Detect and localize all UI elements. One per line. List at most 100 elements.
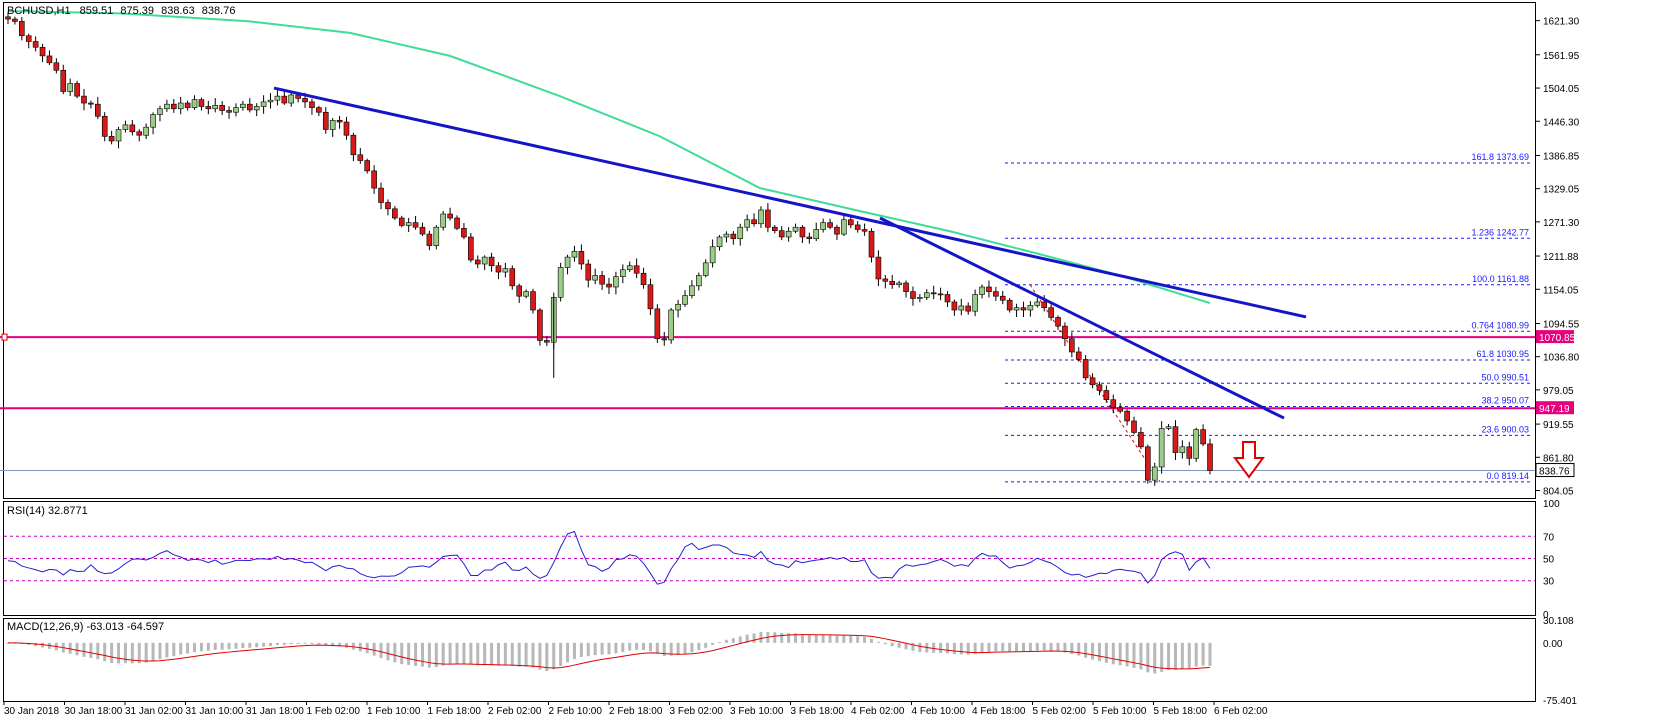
macd-bar [282,642,286,645]
macd-bar [1008,642,1012,652]
fib-label: 0.764 1080.99 [1471,320,1529,330]
candle-bear [468,236,474,261]
macd-bar [669,642,673,656]
macd-bar [966,642,970,655]
macd-bar [165,642,169,658]
macd-bar [1063,642,1067,653]
macd-bar [365,642,369,654]
time-tick-label: 1 Feb 10:00 [367,706,421,717]
macd-bar [379,642,383,659]
candle-bull [917,297,923,299]
candle-bull [1151,466,1158,481]
macd-bar [980,642,984,653]
macd-bar [945,642,949,654]
fib-label: 61.8 1030.95 [1476,349,1529,359]
candle-bull [564,256,571,268]
candle-bear [647,284,654,310]
candle-bear [1075,351,1082,360]
rsi-tick-label: 50 [1543,555,1555,566]
candle-bear [778,230,785,238]
candle-bull [820,222,826,230]
macd-bar [110,642,114,663]
macd-signal-line [7,634,1211,670]
macd-bar [193,642,197,653]
candle-bull [233,107,239,113]
candle-bear [544,340,550,343]
macd-bar [1001,642,1005,652]
macd-bar [420,642,424,667]
macd-bar [593,642,597,656]
macd-bar [876,641,880,643]
candle-bear [426,233,433,246]
time-tick-label: 2 Feb 02:00 [488,706,542,717]
macd-bar [662,642,666,656]
candle-bear [461,228,467,238]
macd-bar [773,632,777,643]
candle-bear [398,217,405,226]
macd-bar [621,642,625,652]
candle-bull [177,102,184,110]
price-axis: 1621.30 1561.95 1504.05 1446.30 1386.85 1329.… [1536,17,1580,497]
macd-bar [683,642,687,654]
price-tick-label: 1329.05 [1543,185,1580,196]
candle-bear [12,18,18,22]
current-price-box [1535,463,1575,478]
macd-bar [1028,642,1032,652]
candle-bull [67,83,73,92]
candle-bull [571,251,578,258]
macd-bar [952,642,956,655]
macd-bar [1187,642,1191,669]
candle-bull [212,105,219,110]
candle-bear [730,233,737,240]
macd-bar [1084,642,1088,658]
price-tick-label: 1211.88 [1543,252,1579,263]
candle-bull [440,213,447,228]
macd-bar [759,632,763,643]
candle-bear [39,46,46,57]
macd-bar [863,636,867,643]
candle-bear [799,226,806,238]
level-price-box [1536,330,1574,344]
candle-bull [668,309,674,341]
candle-bear [578,251,585,265]
candle-bull [689,285,695,296]
candle-bear [205,106,212,110]
macd-tick-label: 30.108 [1543,616,1574,627]
candle-bear [412,222,419,228]
macd-bar [324,642,328,646]
macd-bar [821,634,825,643]
candle-bull [191,99,198,108]
price-tick-label: 1446.30 [1543,117,1580,128]
candle-bear [488,256,495,267]
fib-label: 23.6 900.03 [1481,424,1529,434]
price-tick-label: 1154.05 [1543,285,1579,296]
time-tick-label: 3 Feb 02:00 [670,706,724,717]
candle-bull [150,114,156,128]
candle-bull [253,106,260,111]
fib-label: 50.0 990.51 [1481,372,1529,382]
macd-bar [1160,642,1164,672]
candle-bull [979,286,985,295]
candle-bull [240,103,246,108]
candle-bear [198,99,205,107]
trend-line-short [879,216,1285,420]
macd-bar [1056,642,1060,652]
candle-bull [682,295,688,305]
time-tick-label: 5 Feb 02:00 [1033,706,1087,717]
macd-bar [655,642,659,654]
macd-bar [151,642,155,661]
candle-bear [1186,446,1193,459]
time-tick-label: 3 Feb 10:00 [730,706,784,717]
candle-bear [986,286,992,292]
macd-bar [117,642,121,664]
horizontal-levels: 1070.85 947.19 838.76 [0,330,1576,478]
candle-bull [433,226,440,246]
macd-bar [393,642,397,663]
macd-bar [849,635,853,643]
macd-bar [275,642,279,646]
macd-bar [96,642,100,660]
macd-bar [1104,642,1108,663]
macd-bar [351,642,355,650]
fibonacci-levels: 161.8 1373.69 1.236 1242.77 100.0 1161.88 0… [1005,152,1532,483]
